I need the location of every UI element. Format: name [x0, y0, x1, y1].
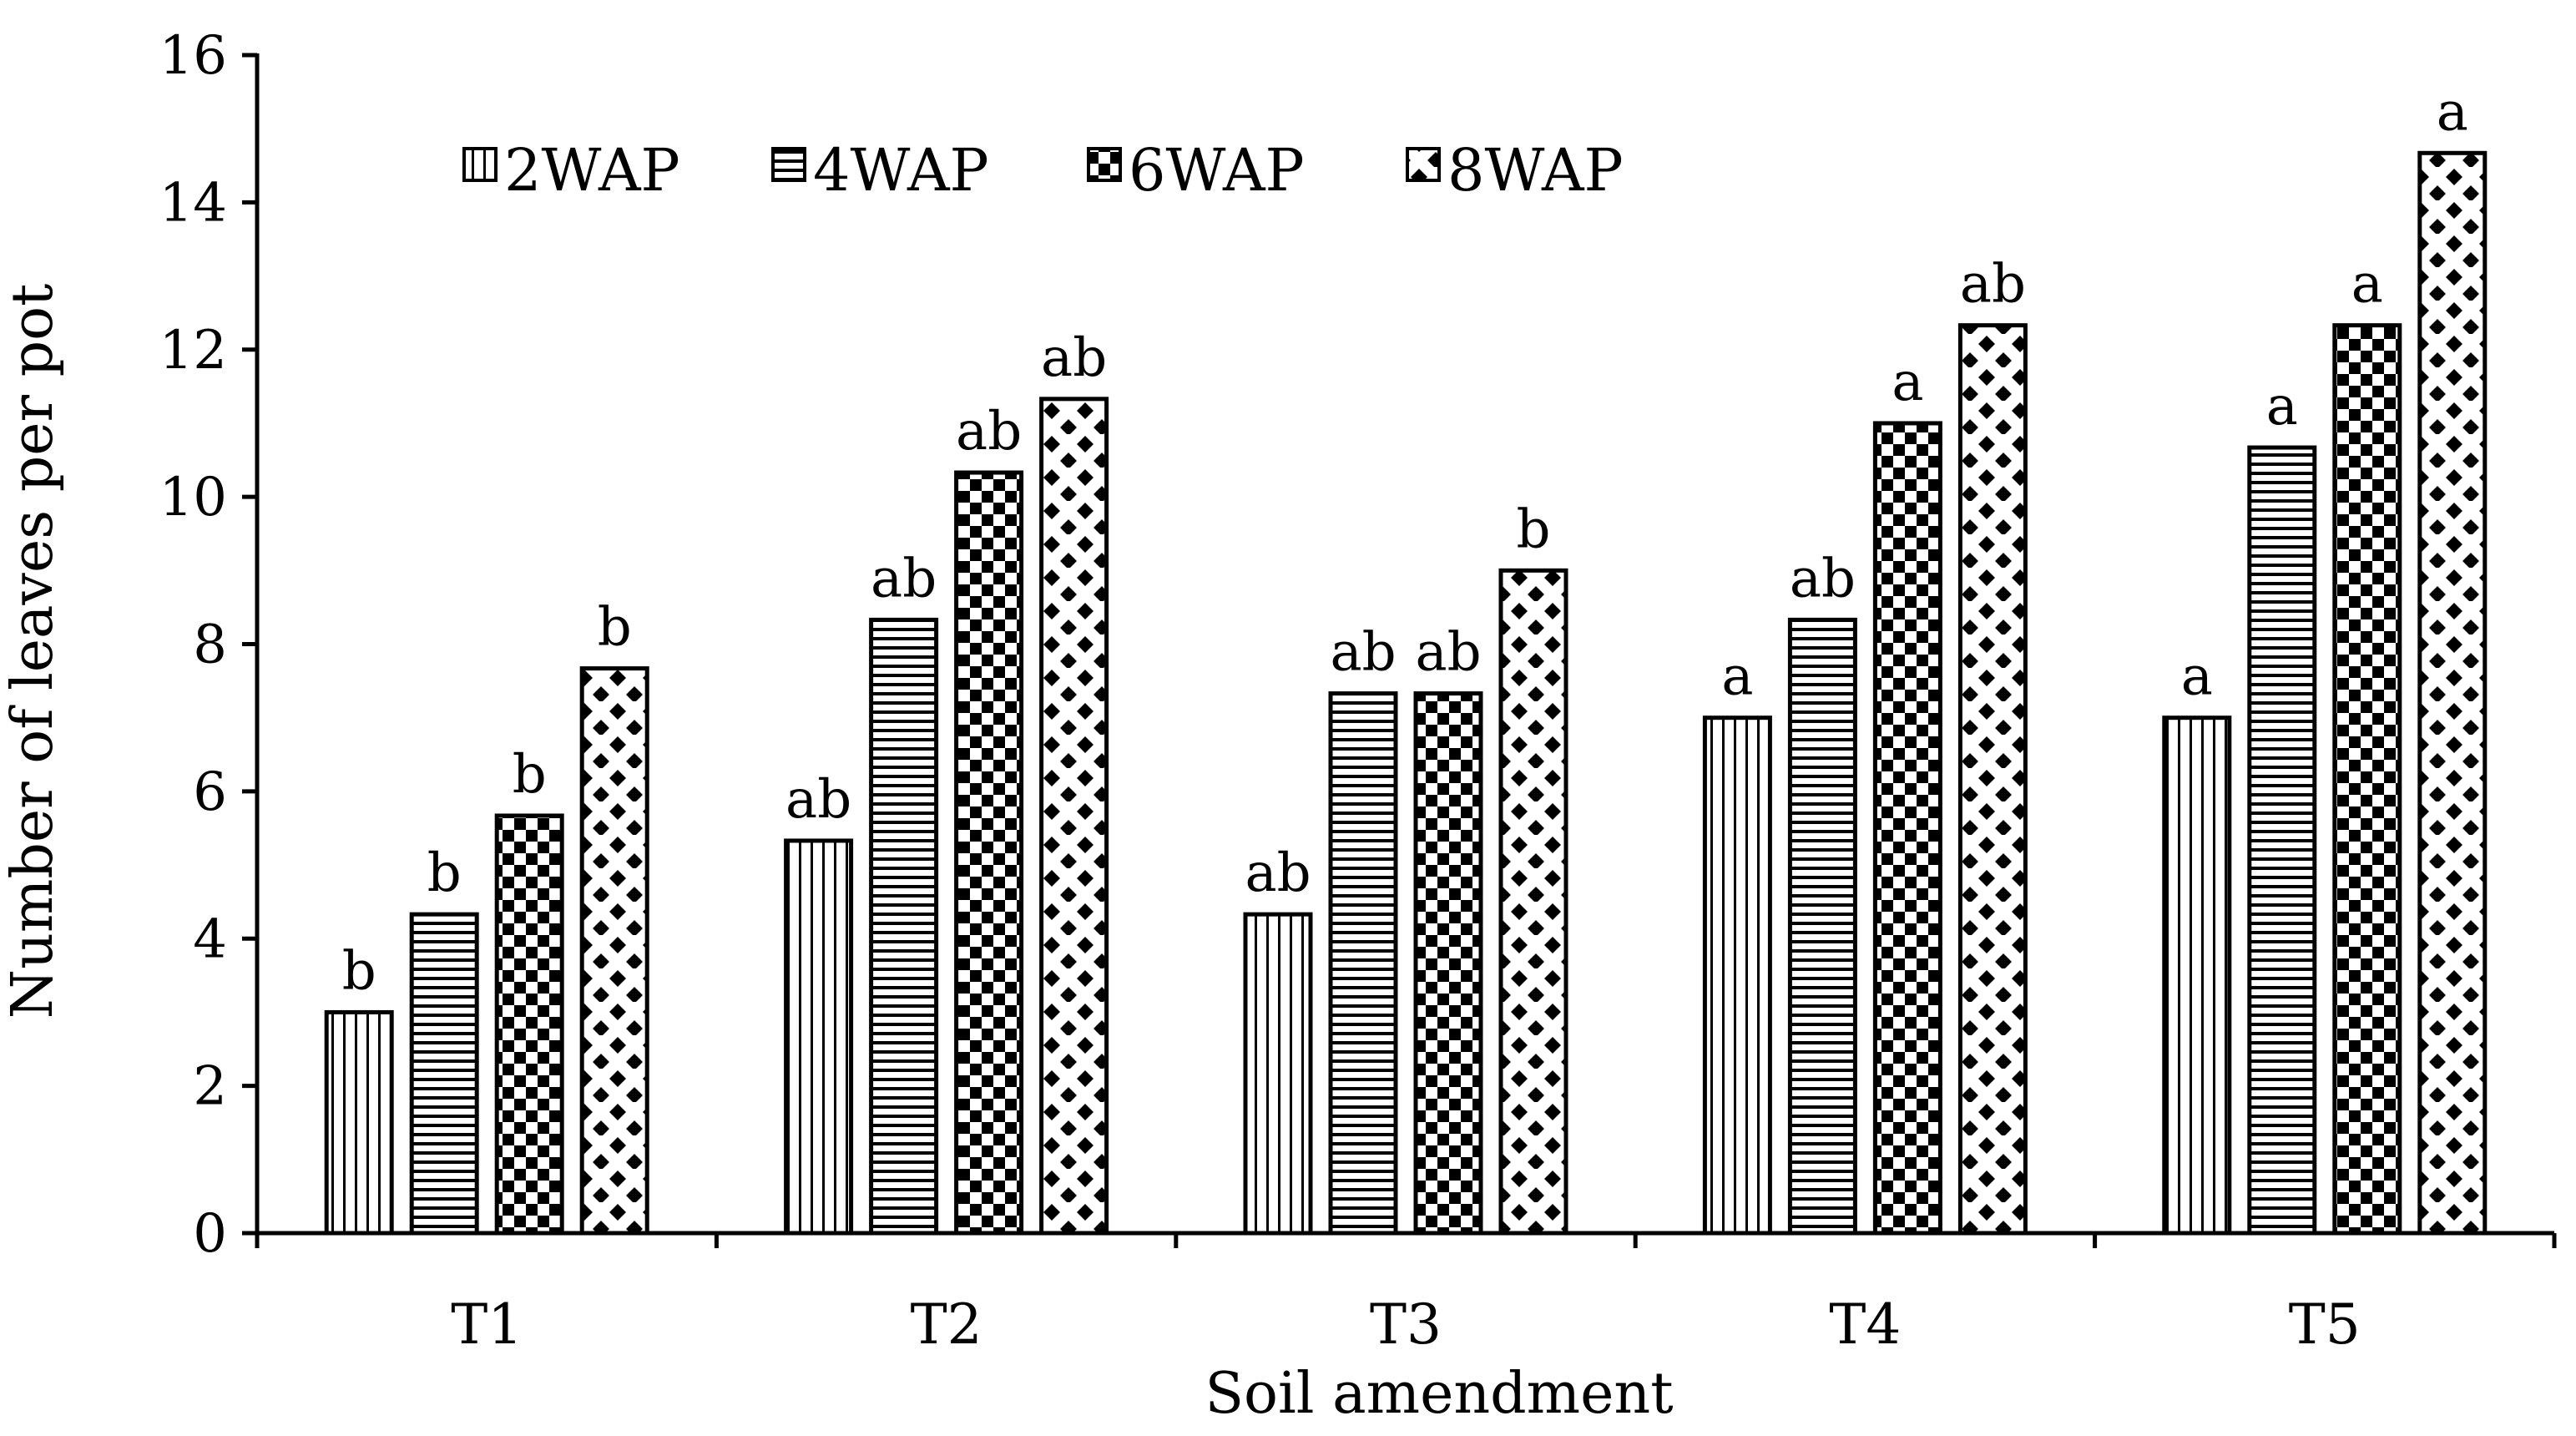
- bar-8wap-t2: [1039, 397, 1109, 1236]
- legend-label-8wap: 8WAP: [1447, 136, 1624, 205]
- bar-8wap-t3: [1498, 568, 1568, 1236]
- bar-4wap-t1: [409, 912, 479, 1236]
- significance-label: ab: [871, 548, 937, 609]
- significance-label: ab: [1041, 327, 1107, 389]
- significance-label: ab: [1245, 842, 1311, 904]
- bar-2wap-t2: [784, 838, 854, 1236]
- bar-4wap-t4: [1787, 617, 1857, 1236]
- bar-6wap-t5: [2332, 323, 2402, 1236]
- bar-4wap-t5: [2247, 445, 2317, 1236]
- significance-label: ab: [1960, 254, 2026, 316]
- y-tick-label: 0: [193, 1203, 227, 1265]
- bar-4wap-t3: [1328, 691, 1398, 1236]
- bar-6wap-t3: [1413, 691, 1483, 1236]
- y-tick-label: 8: [193, 614, 227, 676]
- significance-label: b: [598, 597, 632, 659]
- bar-8wap-t1: [579, 666, 649, 1236]
- significance-label: ab: [785, 769, 851, 831]
- bar-8wap-t4: [1957, 323, 2028, 1236]
- legend-swatch-4wap: [771, 147, 806, 182]
- y-tick-label: 2: [193, 1056, 227, 1118]
- x-tick-label: T4: [1829, 1292, 1901, 1357]
- legend-label-4wap: 4WAP: [813, 136, 989, 205]
- legend-swatch-2wap: [462, 147, 498, 182]
- legend-label-6wap: 6WAP: [1129, 136, 1305, 205]
- y-axis-title: Number of leaves per pot: [0, 284, 66, 1019]
- axes: 0 2 4 6 8 10 12 14 16 T1 T2 T3 T4 T5: [159, 25, 2557, 1357]
- significance-label: ab: [956, 401, 1022, 463]
- y-tick-label: 14: [159, 172, 227, 234]
- significance-label: b: [513, 744, 547, 806]
- significance-label: ab: [1415, 622, 1481, 684]
- significance-label: a: [2351, 254, 2383, 316]
- significance-label: a: [2181, 646, 2213, 708]
- bar-2wap-t1: [324, 1009, 394, 1236]
- y-tick-label: 6: [193, 761, 227, 823]
- bar-2wap-t5: [2162, 715, 2232, 1236]
- x-axis-title: Soil amendment: [1205, 1361, 1673, 1427]
- legend-swatch-8wap: [1406, 147, 1441, 182]
- bar-6wap-t2: [954, 470, 1024, 1236]
- x-tick-label: T1: [451, 1292, 523, 1357]
- significance-label: a: [2437, 81, 2468, 143]
- significance-label: a: [1721, 646, 1753, 708]
- significance-label: b: [1517, 498, 1551, 560]
- legend: 2WAP 4WAP 6WAP 8WAP: [462, 136, 1624, 205]
- bar-2wap-t3: [1243, 912, 1313, 1236]
- significance-label: a: [2266, 376, 2298, 437]
- significance-label: ab: [1790, 548, 1856, 609]
- y-tick-label: 16: [159, 25, 227, 87]
- significance-label: a: [1892, 351, 1923, 413]
- x-tick-label: T5: [2289, 1292, 2361, 1357]
- significance-label: b: [427, 842, 462, 904]
- significance-label: b: [342, 940, 376, 1002]
- x-tick-label: T3: [1370, 1292, 1442, 1357]
- significance-label: ab: [1330, 622, 1396, 684]
- legend-swatch-6wap: [1087, 147, 1122, 182]
- x-tick-label: T2: [911, 1292, 982, 1357]
- bar-4wap-t2: [869, 617, 939, 1236]
- bar-8wap-t5: [2417, 150, 2488, 1236]
- bar-6wap-t1: [494, 813, 564, 1236]
- bar-6wap-t4: [1872, 421, 1942, 1236]
- bar-2wap-t4: [1702, 715, 1772, 1236]
- y-tick-label: 4: [193, 908, 227, 970]
- legend-label-2wap: 2WAP: [504, 136, 680, 205]
- y-tick-label: 10: [159, 467, 227, 528]
- y-tick-label: 12: [159, 320, 227, 382]
- bars: [324, 150, 2488, 1236]
